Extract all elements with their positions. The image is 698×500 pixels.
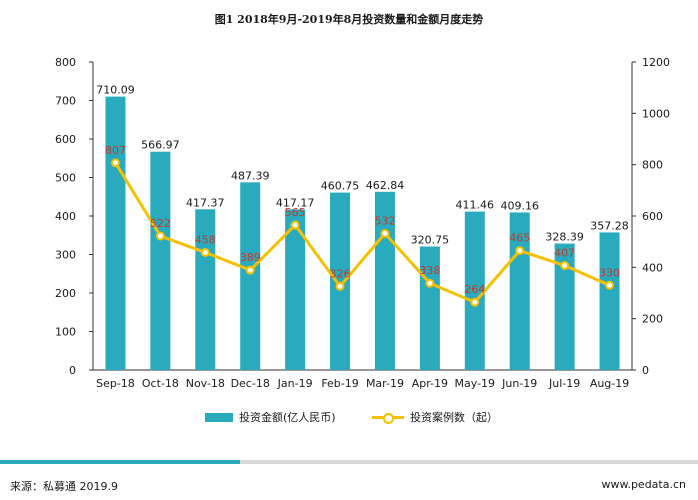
x-tick-label: Jul-19 (548, 377, 580, 390)
bar (464, 211, 485, 370)
bar (285, 209, 306, 370)
line-series (110, 158, 615, 307)
count-point (560, 261, 570, 271)
y-left-tick-label: 500 (55, 172, 76, 185)
bar (554, 243, 575, 370)
legend-label-count: 投资案例数（起） (410, 411, 498, 424)
x-tick-label: Aug-19 (590, 377, 629, 390)
count-point (425, 278, 435, 288)
legend-label-amount: 投资金额(亿人民币) (239, 411, 336, 424)
bar-value-label: 357.28 (590, 219, 629, 232)
y-left-tick-label: 0 (69, 364, 76, 377)
y-right-tick-label: 1200 (642, 56, 670, 69)
count-point (155, 231, 165, 241)
axes: 0 100 200 300 400 500 600 700 800 0 200 400 600 800 10… (55, 56, 670, 390)
legend-bar-swatch (205, 412, 233, 422)
y-left-tick-label: 100 (55, 326, 76, 339)
x-tick-label: Apr-19 (412, 377, 448, 390)
y-right-tick-label: 1000 (642, 107, 670, 120)
source-note: 来源：私募通 2019.9 (10, 480, 118, 493)
bar (599, 232, 620, 370)
x-tick-label: Oct-18 (142, 377, 179, 390)
count-value-label: 807 (105, 144, 126, 157)
y-right-tick-label: 200 (642, 313, 663, 326)
bar-value-label: 566.97 (141, 139, 180, 152)
y-right-tick-label: 600 (642, 210, 663, 223)
count-value-label: 330 (599, 266, 620, 279)
bar (240, 182, 261, 370)
x-tick-label: Jan-19 (277, 377, 313, 390)
bar (150, 151, 171, 370)
chart-title: 图1 2018年9月-2019年8月投资数量和金额月度走势 (214, 13, 484, 26)
count-value-label: 407 (554, 247, 575, 260)
count-value-label: 522 (150, 217, 171, 230)
count-point (200, 247, 210, 257)
count-line (114, 162, 611, 304)
count-value-label: 532 (374, 214, 395, 227)
y-left-tick-label: 400 (55, 210, 76, 223)
site-url: www.pedata.cn (601, 478, 686, 491)
x-tick-label: Feb-19 (321, 377, 358, 390)
legend-line-swatch (372, 412, 404, 424)
count-value-label: 458 (195, 233, 216, 246)
bar-value-label: 710.09 (96, 84, 135, 97)
bar-value-label: 460.75 (321, 180, 360, 193)
bar (330, 192, 351, 370)
x-tick-label: Mar-19 (366, 377, 404, 390)
bar-value-label: 417.37 (186, 196, 225, 209)
y-right-tick-label: 400 (642, 261, 663, 274)
footer-divider (0, 460, 698, 464)
legend-item-amount: 投资金额(亿人民币) (205, 409, 336, 425)
x-tick-label: Sep-18 (96, 377, 135, 390)
count-point (470, 297, 480, 307)
footer-divider-accent (0, 460, 240, 464)
count-point (110, 158, 120, 168)
count-value-label: 338 (419, 264, 440, 277)
x-tick-label: Nov-18 (186, 377, 225, 390)
x-tick-label: May-19 (455, 377, 496, 390)
bar-value-label: 328.39 (545, 231, 584, 244)
bar-value-label: 487.39 (231, 169, 270, 182)
count-point (605, 280, 615, 290)
count-value-label: 389 (240, 251, 261, 264)
count-point (245, 265, 255, 275)
count-value-label: 264 (464, 283, 485, 296)
legend-item-count: 投资案例数（起） (372, 409, 498, 425)
count-point (515, 246, 525, 256)
bar-value-label: 411.46 (456, 199, 495, 212)
bar-value-label: 462.84 (366, 179, 405, 192)
y-right-tick-label: 0 (642, 364, 649, 377)
count-value-label: 465 (509, 232, 530, 245)
count-point (380, 228, 390, 238)
bar-value-label: 417.17 (276, 196, 315, 209)
count-value-label: 326 (330, 267, 351, 280)
bar (374, 191, 395, 370)
line-value-labels: 807 522 458 389 565 326 532 338 264 465 407 330 (105, 144, 620, 296)
y-left-tick-label: 600 (55, 133, 76, 146)
bar-series (105, 96, 620, 370)
x-tick-label: Jun-19 (501, 377, 537, 390)
count-point (290, 220, 300, 230)
count-value-label: 565 (285, 206, 306, 219)
y-left-tick-label: 800 (55, 56, 76, 69)
x-tick-label: Dec-18 (231, 377, 270, 390)
y-left-tick-label: 700 (55, 95, 76, 108)
bar (105, 96, 126, 370)
y-left-tick-label: 300 (55, 249, 76, 262)
bar-value-label: 409.16 (500, 199, 539, 212)
bar-value-labels: 710.09 566.97 417.37 487.39 417.17 460.75 462.… (96, 84, 629, 247)
count-point (335, 281, 345, 291)
bar-value-label: 320.75 (411, 234, 450, 247)
y-right-tick-label: 800 (642, 159, 663, 172)
y-left-tick-label: 200 (55, 287, 76, 300)
